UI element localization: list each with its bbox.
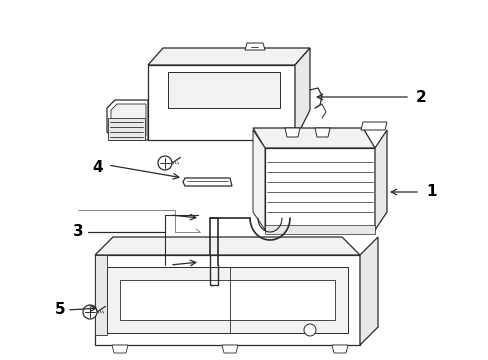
- Polygon shape: [183, 178, 231, 186]
- Polygon shape: [111, 104, 146, 136]
- Polygon shape: [95, 237, 359, 255]
- Polygon shape: [264, 225, 374, 234]
- Polygon shape: [331, 345, 347, 353]
- Polygon shape: [108, 118, 145, 140]
- Polygon shape: [285, 128, 299, 137]
- Polygon shape: [359, 237, 377, 345]
- Polygon shape: [107, 267, 347, 333]
- Polygon shape: [120, 280, 334, 320]
- Polygon shape: [264, 148, 374, 230]
- Polygon shape: [95, 255, 359, 345]
- Polygon shape: [95, 255, 107, 335]
- Polygon shape: [112, 345, 128, 353]
- Polygon shape: [374, 130, 386, 230]
- Polygon shape: [222, 345, 238, 353]
- Polygon shape: [107, 100, 148, 140]
- Circle shape: [304, 324, 315, 336]
- Polygon shape: [252, 128, 374, 148]
- Polygon shape: [360, 122, 386, 130]
- Text: 4: 4: [93, 161, 103, 175]
- Circle shape: [83, 305, 97, 319]
- Polygon shape: [244, 43, 264, 50]
- Text: 2: 2: [415, 90, 426, 104]
- Text: 3: 3: [73, 225, 83, 239]
- Polygon shape: [148, 65, 294, 140]
- Polygon shape: [314, 128, 329, 137]
- Text: 1: 1: [426, 184, 436, 199]
- Polygon shape: [148, 48, 309, 65]
- Polygon shape: [294, 48, 309, 140]
- Text: 5: 5: [55, 302, 65, 318]
- Polygon shape: [252, 130, 264, 230]
- Polygon shape: [168, 72, 280, 108]
- Circle shape: [158, 156, 172, 170]
